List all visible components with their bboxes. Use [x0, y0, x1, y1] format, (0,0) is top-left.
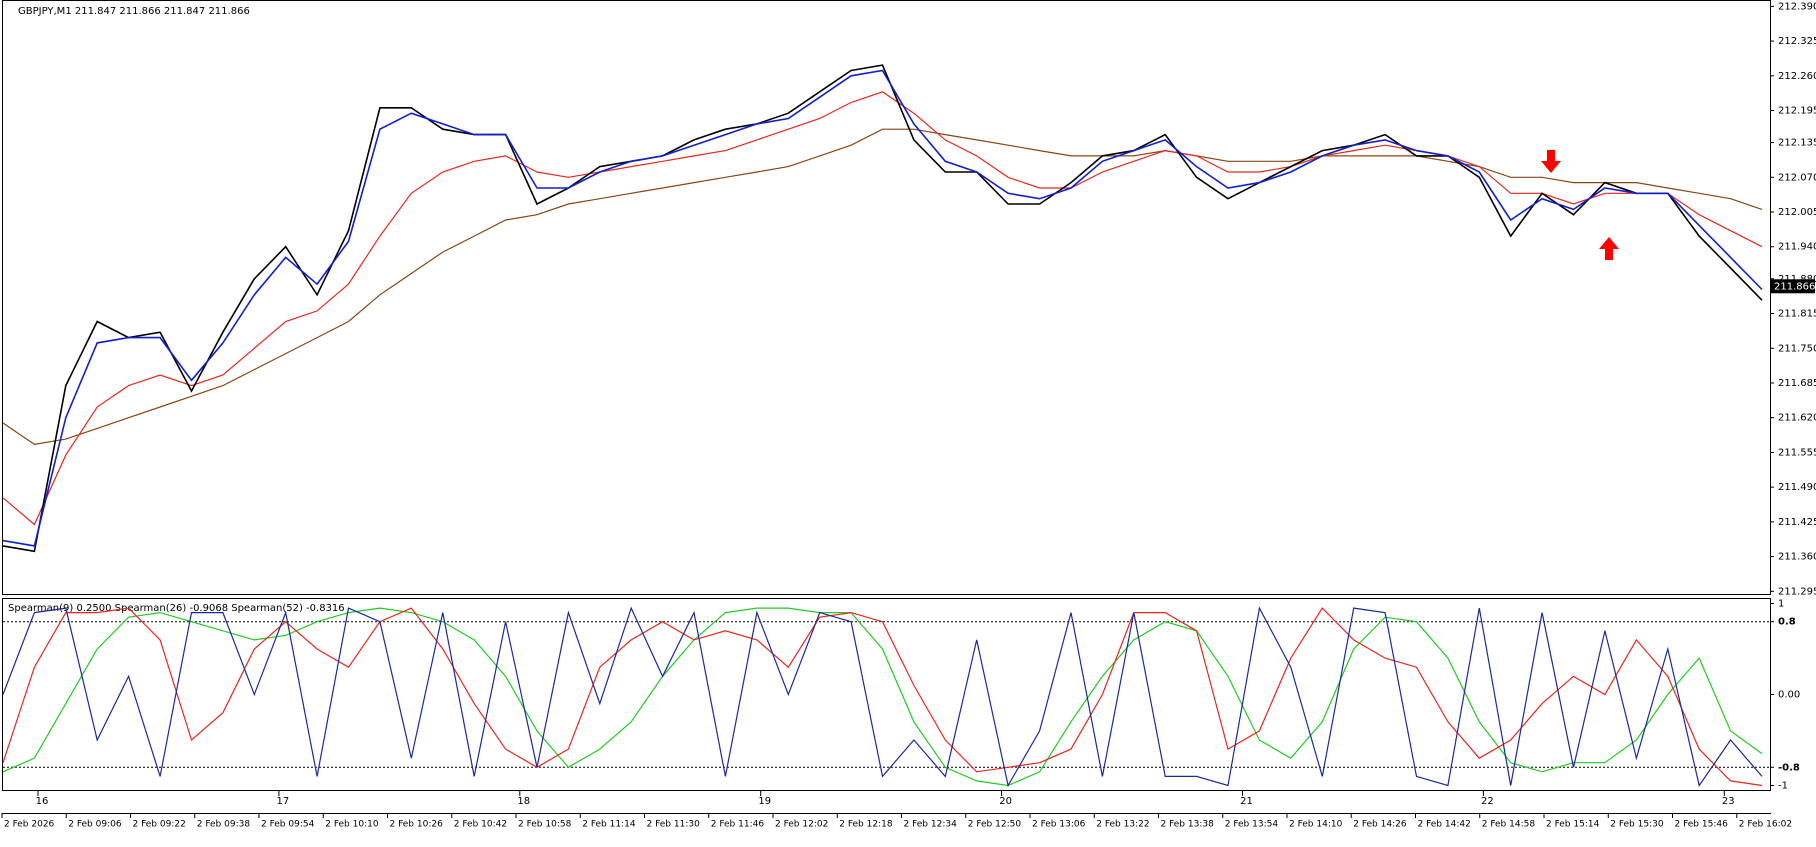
- series-line: [2, 64, 1763, 553]
- y-tick-label: 212.260: [1778, 71, 1816, 82]
- time-label: 2 Feb 15:46: [1675, 820, 1729, 830]
- day-label: 20: [999, 796, 1012, 807]
- time-label: 2 Feb 15:30: [1610, 820, 1664, 830]
- y-tick-label: -1: [1778, 780, 1788, 791]
- main-panel-frame: [2, 0, 1771, 595]
- time-label: 2 Feb 14:10: [1289, 820, 1343, 830]
- time-label: 2 Feb 10:58: [518, 820, 572, 830]
- y-tick-label: -0.8: [1778, 762, 1800, 773]
- y-tick-label: 212.390: [1778, 1, 1816, 12]
- y-tick-label: 0.00: [1778, 690, 1800, 701]
- time-label: 2 Feb 12:50: [968, 820, 1022, 830]
- day-label: 21: [1240, 796, 1253, 807]
- indicator-title: Spearman(9) 0.2500 Spearman(26) -0.9068 …: [8, 603, 345, 614]
- y-tick-label: 211.685: [1778, 378, 1816, 389]
- time-label: 2 Feb 13:22: [1096, 820, 1149, 830]
- buy-arrow: [1599, 237, 1619, 260]
- y-tick-label: 211.940: [1778, 242, 1816, 253]
- time-label: 2 Feb 14:42: [1418, 820, 1471, 830]
- series-line: [2, 69, 1763, 547]
- time-label: 2 Feb 15:14: [1546, 820, 1600, 830]
- day-label: 23: [1722, 796, 1735, 807]
- day-label: 17: [277, 796, 290, 807]
- y-tick-label: 211.555: [1778, 447, 1816, 458]
- time-label: 2 Feb 11:14: [582, 820, 636, 830]
- y-tick-label: 211.295: [1778, 586, 1816, 597]
- y-tick-label: 212.195: [1778, 106, 1816, 117]
- time-label: 2 Feb 13:38: [1161, 820, 1215, 830]
- series-line: [2, 128, 1763, 446]
- y-tick-label: 211.750: [1778, 343, 1816, 354]
- day-label: 22: [1481, 796, 1494, 807]
- time-label: 2 Feb 12:34: [904, 820, 958, 830]
- time-label: 2 Feb 10:42: [454, 820, 507, 830]
- time-label: 2 Feb 11:30: [647, 820, 701, 830]
- time-label: 2 Feb 12:18: [839, 820, 893, 830]
- time-label: 2 Feb 10:26: [390, 820, 444, 830]
- last-price-box: [1771, 279, 1815, 294]
- y-tick-label: 211.815: [1778, 309, 1816, 320]
- time-label: 2 Feb 09:38: [197, 820, 251, 830]
- time-label: 2 Feb 10:10: [325, 820, 379, 830]
- chart-title: GBPJPY,M1 211.847 211.866 211.847 211.86…: [18, 6, 250, 17]
- time-label: 2 Feb 13:06: [1032, 820, 1086, 830]
- day-label: 19: [758, 796, 771, 807]
- y-tick-label: 211.490: [1778, 482, 1816, 493]
- time-label: 2 Feb 09:54: [261, 820, 315, 830]
- y-tick-label: 212.070: [1778, 172, 1816, 183]
- y-tick-label: 212.005: [1778, 207, 1816, 218]
- time-label: 2 Feb 2026: [4, 820, 55, 830]
- day-label: 16: [36, 796, 49, 807]
- last-price-label: 211.866: [1774, 281, 1815, 292]
- y-tick-label: 212.325: [1778, 36, 1816, 47]
- time-label: 2 Feb 14:26: [1353, 820, 1407, 830]
- time-label: 2 Feb 11:46: [711, 820, 765, 830]
- day-label: 18: [517, 796, 530, 807]
- time-label: 2 Feb 12:02: [775, 820, 828, 830]
- y-tick-label: 0.8: [1778, 617, 1796, 628]
- sell-arrow: [1541, 150, 1561, 173]
- y-tick-label: 212.135: [1778, 138, 1816, 149]
- time-label: 2 Feb 09:22: [133, 820, 186, 830]
- y-tick-label: 211.425: [1778, 517, 1816, 528]
- time-label: 2 Feb 13:54: [1225, 820, 1279, 830]
- time-label: 2 Feb 14:58: [1482, 820, 1536, 830]
- time-label: 2 Feb 09:06: [68, 820, 122, 830]
- series-line: [2, 607, 1763, 787]
- time-label: 2 Feb 16:02: [1739, 820, 1792, 830]
- series-line: [2, 606, 1763, 788]
- y-tick-label: 1: [1778, 599, 1784, 610]
- y-tick-label: 211.360: [1778, 552, 1816, 563]
- series-line: [2, 91, 1763, 526]
- y-tick-label: 211.620: [1778, 413, 1816, 424]
